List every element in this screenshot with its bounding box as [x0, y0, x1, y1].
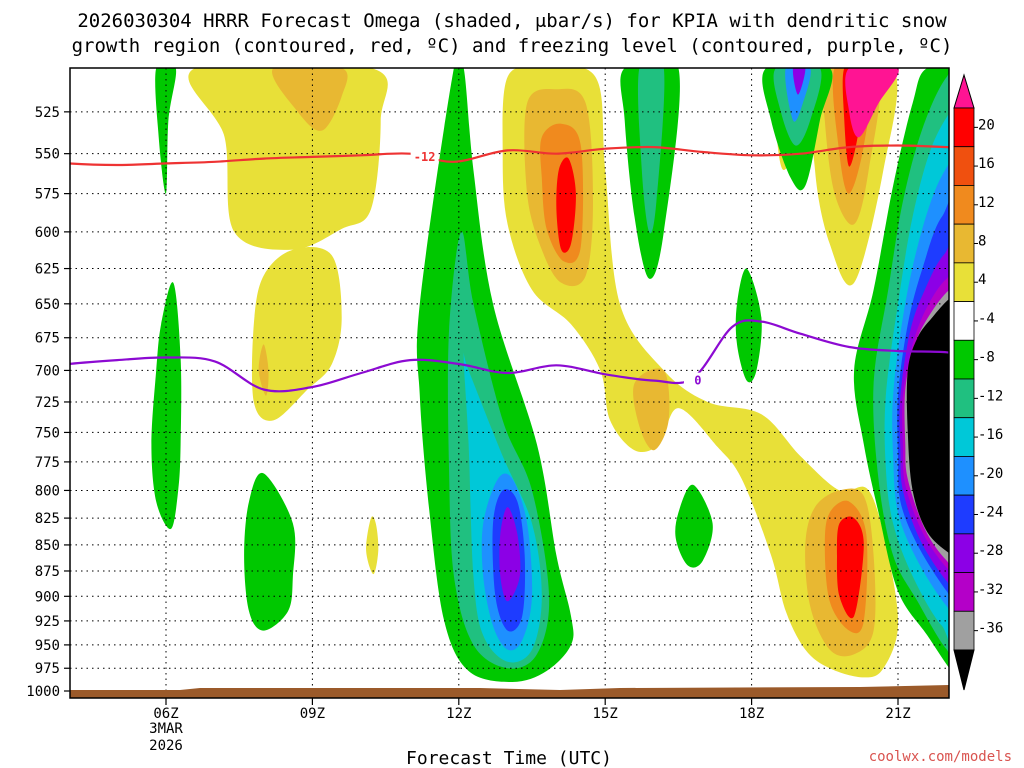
omega-region-8-level-16 — [556, 157, 576, 253]
y-tick-label-625: 625 — [35, 262, 60, 278]
colorbar-label-3: 12 — [978, 195, 995, 211]
colorbar-label-1: 20 — [978, 117, 995, 133]
y-tick-label-550: 550 — [35, 147, 60, 163]
omega-region-36-level--24 — [792, 68, 806, 95]
y-tick-label-900: 900 — [35, 589, 60, 605]
colorbar-label-7: -8 — [978, 350, 995, 366]
colorbar-label-4: 8 — [978, 234, 986, 250]
colorbar-label-13: -32 — [978, 582, 1003, 598]
omega-region-32-level--4 — [735, 268, 762, 383]
colorbar-swatch-11 — [953, 494, 975, 535]
x-tick-label-09Z: 09Z — [300, 706, 325, 722]
gridlines — [70, 68, 949, 698]
omega-region-45-level--36 — [906, 299, 949, 554]
terrain-ground-strip — [70, 685, 949, 698]
omega-region-28-level--4 — [155, 68, 177, 194]
omega-region-25-level--24 — [499, 507, 521, 602]
omega-region-3-level-4 — [251, 246, 342, 421]
y-axis-pressure: 525 550 575 600 625 650 675 700 725 750 775 800 825 8… — [26, 105, 70, 700]
x-tick-label-18Z: 18Z — [739, 706, 764, 722]
temperature-contours: -12 0 — [70, 144, 949, 393]
colorbar-bottom-arrow — [953, 649, 975, 691]
colorbar-label-14: -36 — [978, 621, 1003, 637]
omega-region-29-level--4 — [151, 282, 182, 530]
y-tick-label-725: 725 — [35, 395, 60, 411]
omega-region-2-level-8 — [271, 68, 348, 131]
colorbar-swatch-6 — [953, 301, 975, 341]
omega-region-17-level-20 — [845, 68, 899, 138]
y-tick-label-850: 850 — [35, 538, 60, 554]
y-tick-label-650: 650 — [35, 297, 60, 313]
contour-freezing-level-0 — [70, 319, 949, 393]
contour-dendritic-snow-minus-12 — [70, 144, 949, 167]
colorbar-swatch-2 — [953, 146, 975, 186]
y-tick-label-875: 875 — [35, 564, 60, 580]
y-tick-label-825: 825 — [35, 511, 60, 527]
colorbar-label-2: 16 — [978, 156, 995, 172]
colorbar-swatch-12 — [953, 533, 975, 573]
omega-region-1-level-4 — [188, 68, 388, 250]
colorbar-label-8: -12 — [978, 388, 1003, 404]
chart-title-line-2: growth region (contoured, red, ºC) and f… — [72, 35, 953, 57]
omega-region-30-level--4 — [244, 472, 296, 631]
colorbar-swatch-1 — [953, 107, 975, 148]
omega-region-19-level-4 — [366, 516, 379, 575]
y-tick-label-975: 975 — [35, 661, 60, 677]
colorbar-label-11: -24 — [978, 505, 1003, 521]
chart-title-line-1: 2026030304 HRRR Forecast Omega (shaded, … — [77, 10, 947, 32]
colorbar-swatch-10 — [953, 456, 975, 496]
plot-frame — [69, 67, 950, 699]
date-label-year: 2026 — [149, 738, 183, 754]
colorbar-swatch-5 — [953, 262, 975, 302]
credit-link[interactable]: coolwx.com/models — [869, 749, 1012, 765]
colorbar-label-6: -4 — [978, 311, 995, 327]
x-tick-label-06Z: 06Z — [153, 706, 178, 722]
colorbar-label-5: 4 — [978, 272, 986, 288]
y-tick-label-775: 775 — [35, 455, 60, 471]
x-axis-title: Forecast Time (UTC) — [406, 748, 612, 768]
omega-region-5-level-4 — [502, 68, 899, 678]
omega-shading-layer — [151, 68, 949, 682]
y-tick-label-950: 950 — [35, 638, 60, 654]
omega-region-31-level--4 — [675, 484, 713, 568]
colorbar-swatch-14 — [953, 610, 975, 651]
y-tick-label-575: 575 — [35, 187, 60, 203]
colorbar-swatch-13 — [953, 572, 975, 612]
y-tick-label-675: 675 — [35, 331, 60, 347]
contour-label-freezing-level-0: 0 — [694, 374, 701, 388]
y-tick-label-700: 700 — [35, 363, 60, 379]
x-tick-label-15Z: 15Z — [593, 706, 618, 722]
colorbar-legend: 20 16 12 8 4 -4 -8 -12 -16 -20 -24 -28 -32 -36 — [953, 73, 1003, 691]
colorbar-swatch-4 — [953, 223, 975, 264]
colorbar-swatch-9 — [953, 417, 975, 457]
colorbar-swatch-7 — [953, 339, 975, 380]
colorbar-label-10: -20 — [978, 466, 1003, 482]
omega-region-35-level--16 — [785, 68, 811, 122]
y-tick-label-800: 800 — [35, 483, 60, 499]
y-tick-label-600: 600 — [35, 225, 60, 241]
colorbar-top-arrow — [953, 73, 975, 109]
contour-label-bg-freezing-level-0 — [683, 372, 712, 388]
colorbar-label-12: -28 — [978, 543, 1003, 559]
x-tick-label-21Z: 21Z — [885, 706, 910, 722]
date-label-day: 3MAR — [149, 721, 183, 737]
y-tick-label-925: 925 — [35, 614, 60, 630]
y-tick-label-525: 525 — [35, 105, 60, 121]
y-tick-label-1000: 1000 — [26, 684, 60, 700]
y-tick-label-750: 750 — [35, 425, 60, 441]
colorbar-label-9: -16 — [978, 427, 1003, 443]
omega-region-12-level-16 — [836, 516, 864, 619]
contour-label-bg-dendritic-snow-minus-12 — [410, 148, 439, 164]
colorbar-swatch-3 — [953, 185, 975, 225]
x-axis-forecast-time: 06Z 09Z 12Z 15Z 18Z 21Z — [153, 698, 911, 722]
contour-label-dendritic-snow-minus-12: -12 — [414, 150, 436, 164]
x-tick-label-12Z: 12Z — [446, 706, 471, 722]
colorbar-swatch-8 — [953, 378, 975, 419]
omega-region-27-level--8 — [637, 68, 665, 234]
omega-region-9-level-8 — [633, 368, 670, 451]
